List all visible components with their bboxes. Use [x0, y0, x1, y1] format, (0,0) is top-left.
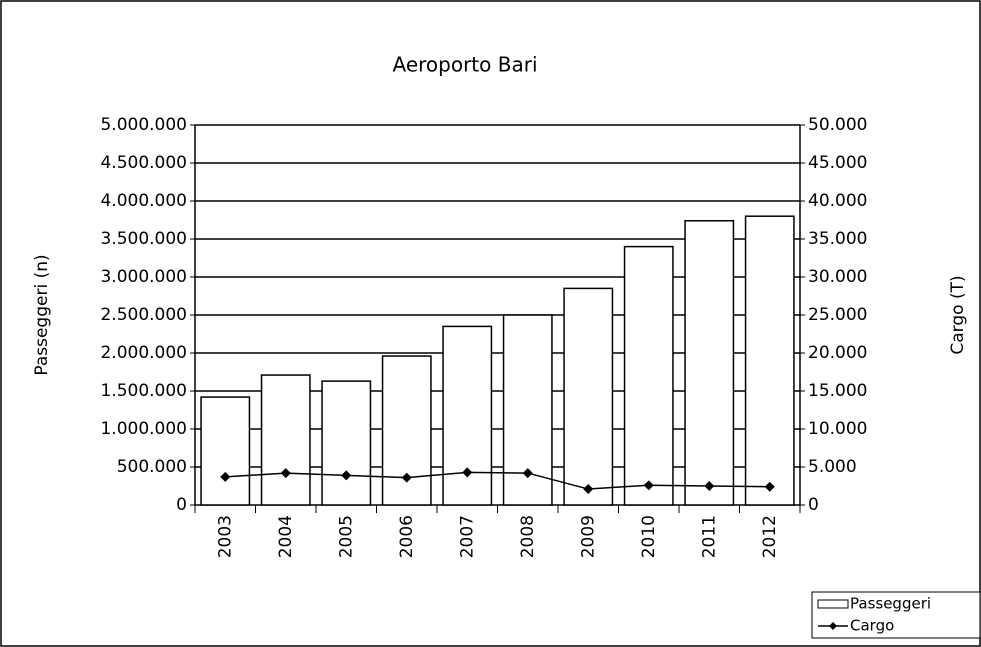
y2-axis-title: Cargo (T)	[948, 275, 968, 354]
line-marker	[522, 468, 533, 479]
y2-tick-label: 45.000	[808, 153, 867, 173]
x-tick-label: 2011	[699, 515, 719, 558]
line-marker	[280, 468, 291, 479]
y-tick-label: 0	[176, 495, 187, 515]
x-tick-label: 2009	[578, 515, 598, 558]
y-tick-label: 1.500.000	[100, 381, 187, 401]
chart-title: Aeroporto Bari	[393, 53, 538, 77]
y-tick-label: 4.000.000	[100, 191, 187, 211]
y-tick-label: 500.000	[117, 457, 187, 477]
x-tick-label: 2008	[518, 515, 538, 558]
legend-marker	[829, 622, 837, 630]
y2-tick-label: 50.000	[808, 115, 867, 135]
y2-tick-label: 25.000	[808, 305, 867, 325]
legend-label: Cargo	[850, 617, 894, 635]
line-marker	[583, 484, 594, 495]
line-marker	[401, 472, 412, 483]
y2-tick-label: 20.000	[808, 343, 867, 363]
y-tick-label: 2.500.000	[100, 305, 187, 325]
y2-tick-label: 0	[808, 495, 819, 515]
bar	[260, 374, 311, 506]
x-tick-label: 2010	[639, 515, 659, 558]
y-tick-label: 3.000.000	[100, 267, 187, 287]
bar	[442, 325, 493, 506]
y-tick-label: 5.000.000	[100, 115, 187, 135]
line	[225, 471, 770, 490]
y2-tick-label: 5.000	[808, 457, 857, 477]
line-marker	[764, 481, 775, 492]
y-tick-label: 3.500.000	[100, 229, 187, 249]
bar	[684, 220, 735, 506]
line-marker	[462, 467, 473, 478]
bar	[744, 215, 795, 506]
y2-tick-label: 30.000	[808, 267, 867, 287]
bar	[200, 396, 251, 506]
x-tick-label: 2003	[215, 515, 235, 558]
line-marker	[341, 470, 352, 481]
y-tick-label: 4.500.000	[100, 153, 187, 173]
y2-tick-label: 15.000	[808, 381, 867, 401]
y2-tick-label: 40.000	[808, 191, 867, 211]
line-marker	[704, 481, 715, 491]
bar	[563, 287, 614, 506]
x-tick-label: 2006	[397, 515, 417, 558]
line-marker	[220, 471, 231, 482]
x-tick-label: 2004	[276, 515, 296, 558]
y-axis-title: Passeggeri (n)	[32, 254, 52, 375]
bar	[321, 380, 372, 506]
bar	[381, 355, 432, 506]
bar	[623, 245, 674, 506]
y2-tick-label: 35.000	[808, 229, 867, 249]
x-tick-label: 2007	[457, 515, 477, 558]
legend-swatch	[817, 599, 849, 609]
legend-label: Passeggeri	[850, 595, 931, 613]
x-tick-label: 2012	[760, 515, 780, 558]
y-tick-label: 2.000.000	[100, 343, 187, 363]
line-marker	[643, 480, 654, 491]
y-tick-label: 1.000.000	[100, 419, 187, 439]
x-tick-label: 2005	[336, 515, 356, 558]
y2-tick-label: 10.000	[808, 419, 867, 439]
